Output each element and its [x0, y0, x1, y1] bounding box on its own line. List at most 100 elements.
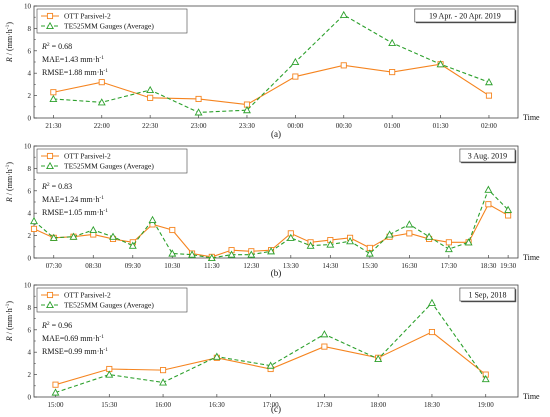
legend-marker-triangle — [46, 21, 54, 30]
y-tick-label: 8 — [28, 25, 32, 33]
y-tick-label: 0 — [28, 255, 32, 263]
x-tick-label: 17:30 — [316, 401, 332, 409]
y-tick-label: 8 — [28, 304, 32, 312]
data-point-ott — [50, 89, 57, 96]
rmse-sup: -1 — [103, 208, 108, 214]
y-axis-label-symbol: R — [5, 57, 14, 63]
data-point-ott — [406, 230, 413, 237]
data-point-ott — [485, 201, 492, 208]
data-point-te525mm — [49, 94, 58, 103]
rmse: RMSE=0.99 mm·h-1 — [42, 347, 108, 356]
data-point-te525mm — [326, 240, 335, 248]
data-point-ott — [52, 381, 59, 388]
rmse: RMSE=1.88 mm·h-1 — [42, 68, 108, 77]
data-point-ott — [169, 226, 176, 234]
data-point-te525mm — [128, 241, 137, 249]
date-label: 1 Sep, 2018 — [468, 291, 506, 300]
y-tick-label: 10 — [24, 143, 32, 151]
y-tick-label: 2 — [28, 232, 32, 240]
y-axis-label-sup: -1 — [5, 24, 11, 29]
data-point-te525mm — [188, 250, 197, 258]
data-point-te525mm — [148, 215, 157, 223]
mae-sup: -1 — [99, 195, 104, 201]
data-point-te525mm — [427, 298, 436, 306]
mae: MAE=1.43 mm·h-1 — [42, 55, 104, 64]
y-tick-label: 6 — [28, 47, 32, 55]
data-point-te525mm — [464, 238, 473, 246]
data-point-te525mm — [266, 361, 275, 369]
r-squared: R2 = 0.83 — [41, 182, 72, 191]
r-squared-symbol: R — [41, 182, 47, 191]
date-box-frame — [414, 8, 516, 23]
y-tick-label: 6 — [28, 187, 32, 195]
data-point-te525mm — [194, 108, 203, 116]
date-box: 19 Apr. - 20 Apr. 2019 — [414, 8, 517, 24]
data-point-te525mm — [89, 225, 98, 234]
date-box: 3 Aug. 2019 — [459, 148, 517, 164]
r-squared: R2 = 0.96 — [41, 321, 72, 330]
x-tick-label: 08:30 — [85, 262, 101, 270]
data-point-ott — [160, 367, 167, 374]
data-point-te525mm — [267, 247, 276, 255]
y-tick-label: 10 — [24, 282, 32, 290]
data-point-te525mm — [69, 232, 78, 240]
data-point-ott — [505, 212, 512, 219]
panel-caption: (a) — [271, 129, 281, 139]
rmse: RMSE=1.05 mm·h-1 — [42, 208, 108, 217]
panel-caption: (c) — [271, 404, 281, 414]
chart-panel-1: 0 2 4 6 8 10 21:30 22:00 22:30 23:00 23:30 00:00 00:… — [5, 3, 540, 140]
y-axis-label-close: ) — [5, 22, 14, 25]
data-point-ott — [445, 239, 452, 246]
y-tick-label: 2 — [28, 92, 32, 100]
data-point-te525mm — [481, 374, 490, 383]
data-point-te525mm — [49, 233, 58, 241]
y-tick-label: 6 — [28, 326, 32, 334]
r-squared-value: = 0.83 — [50, 182, 73, 191]
legend-marker-square — [46, 152, 54, 160]
rmse-sup: -1 — [103, 347, 108, 353]
y-tick-label: 8 — [28, 165, 32, 173]
data-point-te525mm — [388, 38, 397, 47]
x-tick-label: 15:30 — [362, 262, 378, 270]
data-point-te525mm — [109, 232, 117, 240]
data-point-ott — [30, 225, 38, 232]
x-tick-label: 18:30 — [424, 401, 440, 409]
data-point-te525mm — [405, 220, 414, 228]
panel-caption: (b) — [271, 268, 282, 278]
x-tick-label: 21:30 — [45, 122, 61, 130]
legend-box — [36, 8, 188, 34]
y-tick-label: 4 — [28, 349, 32, 357]
x-tick-label: 23:30 — [239, 122, 255, 130]
y-axis-label-sup: -1 — [5, 164, 11, 169]
mae: MAE=0.69 mm·h-1 — [42, 334, 104, 343]
data-point-te525mm — [306, 241, 315, 249]
rmse-sup: -1 — [103, 68, 108, 74]
y-axis-label-symbol: R — [5, 197, 14, 203]
data-point-ott — [98, 79, 105, 86]
data-point-te525mm — [227, 250, 236, 258]
series-line-ott — [53, 63, 490, 106]
y-tick-label: 2 — [28, 371, 32, 379]
date-label: 3 Aug. 2019 — [468, 152, 507, 161]
data-point-te525mm — [168, 249, 177, 257]
r-squared-symbol: R — [41, 321, 47, 330]
mae-value: MAE=1.43 mm·h — [42, 55, 99, 64]
x-tick-label: 18:00 — [370, 401, 386, 409]
x-tick-label: 19:00 — [478, 401, 494, 409]
r-squared: R2 = 0.68 — [41, 42, 72, 51]
legend-label: OTT Parsivel-2 — [64, 152, 111, 161]
date-box-frame — [459, 287, 516, 302]
x-tick-label: 11:30 — [204, 262, 220, 270]
x-tick-label: 00:30 — [336, 122, 352, 130]
x-tick-label: 16:30 — [209, 401, 225, 409]
data-point-te525mm — [365, 249, 374, 257]
x-axis-label: Time — [523, 253, 540, 262]
data-point-te525mm — [425, 232, 434, 240]
data-point-ott — [195, 95, 202, 103]
legend-label: OTT Parsivel-2 — [64, 12, 111, 21]
x-tick-label: 22:00 — [94, 122, 110, 130]
r-squared-sup: 2 — [47, 182, 50, 188]
x-tick-label: 10:30 — [164, 262, 180, 270]
r-squared-value: = 0.68 — [50, 42, 73, 51]
